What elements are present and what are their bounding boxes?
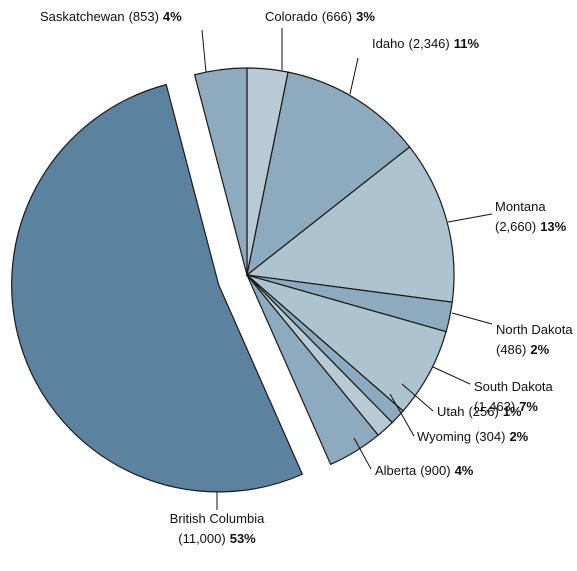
leader-line — [201, 29, 207, 73]
slice-label: Wyoming (304) 2% — [417, 429, 529, 444]
count-label: (486) — [496, 342, 526, 357]
percent-label: 2% — [530, 342, 549, 357]
leader-line — [432, 366, 471, 385]
count-label: (11,000) — [178, 531, 225, 546]
percent-label: 53% — [230, 531, 256, 546]
pie-slice — [11, 83, 304, 493]
pie-slice — [246, 71, 411, 277]
slice-label: Montana (2,660) 13% — [495, 199, 567, 234]
leader-line — [349, 57, 359, 95]
percent-label: 13% — [540, 219, 566, 234]
category-name: Saskatchewan — [40, 9, 125, 24]
count-label: (1,463) — [474, 399, 515, 414]
leader-line — [451, 312, 493, 325]
count-label: (256) — [468, 404, 498, 419]
category-name: Idaho — [372, 36, 405, 51]
slice-label: British Columbia (11,000) 53% — [170, 511, 265, 546]
leader-line — [447, 213, 493, 223]
category-name: Colorado — [265, 9, 318, 24]
slice-label: Idaho (2,346) 11% — [372, 36, 479, 51]
percent-label: 4% — [455, 463, 474, 478]
leader-line — [389, 393, 415, 437]
category-name: Utah — [437, 404, 464, 419]
slice-label: Colorado (666) 3% — [265, 9, 375, 24]
pie-slice — [245, 146, 455, 303]
slice-label: Alberta (900) 4% — [375, 463, 474, 478]
slice-label: Saskatchewan (853) 4% — [40, 9, 182, 24]
slice-label: South Dakota (1,463) 7% — [474, 379, 554, 414]
count-label: (2,346) — [409, 36, 450, 51]
leader-line — [353, 437, 372, 470]
slice-label: Utah (256) 1% — [437, 404, 522, 419]
count-label: (900) — [420, 463, 450, 478]
count-label: (2,660) — [495, 219, 536, 234]
category-name: Alberta — [375, 463, 417, 478]
percent-label: 1% — [503, 404, 522, 419]
slice-label: North Dakota (486) 2% — [496, 322, 573, 357]
pie-slice — [193, 67, 248, 276]
category-name: North Dakota — [496, 322, 573, 337]
percent-label: 7% — [519, 399, 538, 414]
percent-label: 11% — [454, 36, 480, 51]
percent-label: 2% — [509, 429, 528, 444]
count-label: (853) — [129, 9, 159, 24]
count-label: (666) — [322, 9, 352, 24]
category-name: South Dakota — [474, 379, 554, 394]
category-name: British Columbia — [170, 511, 265, 526]
leader-line — [401, 383, 434, 412]
category-name: Montana — [495, 199, 546, 214]
count-label: (304) — [475, 429, 505, 444]
percent-label: 3% — [356, 9, 375, 24]
pie-slice — [246, 274, 379, 466]
percent-label: 4% — [163, 9, 182, 24]
category-name: Wyoming — [417, 429, 471, 444]
